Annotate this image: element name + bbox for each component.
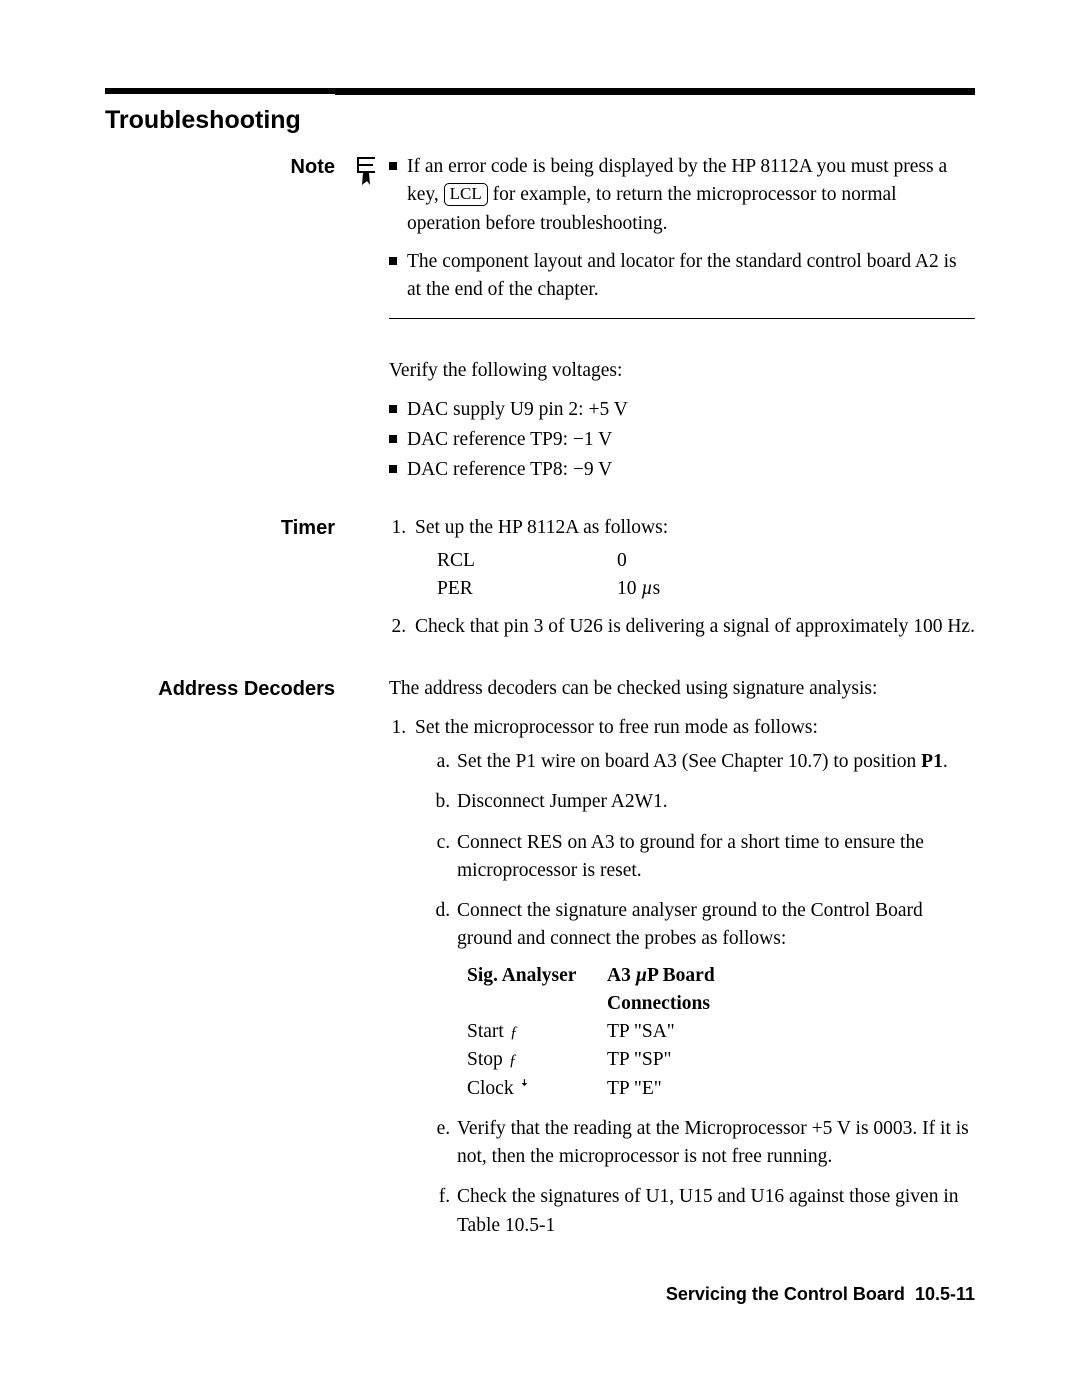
sig-head-row: Sig. Analyser A3 µP Board [467, 962, 975, 990]
verify-label [105, 357, 353, 486]
sub-a: Set the P1 wire on board A3 (See Chapter… [455, 748, 975, 776]
page-title: Troubleshooting [105, 106, 975, 135]
verify-intro: Verify the following voltages: [389, 357, 975, 385]
note-bullet-2: The component layout and locator for the… [389, 248, 975, 305]
timer-kv-table: RCL 0 PER 10 µs [437, 547, 975, 604]
decoders-label: Address Decoders [105, 675, 353, 1252]
timer-label: Timer [105, 514, 353, 651]
sub-d: Connect the signature analyser ground to… [455, 897, 975, 1103]
verify-item-3: DAC reference TP8: −9 V [389, 456, 975, 484]
decoders-section: Address Decoders The address decoders ca… [105, 675, 975, 1252]
verify-list: DAC supply U9 pin 2: +5 V DAC reference … [389, 396, 975, 485]
kv-k-1: RCL [437, 547, 617, 575]
timer-content: Set up the HP 8112A as follows: RCL 0 PE… [389, 514, 975, 651]
footer-text: Servicing the Control Board [666, 1284, 905, 1304]
top-rule [105, 88, 975, 94]
timer-section: Timer Set up the HP 8112A as follows: RC… [105, 514, 975, 651]
sig-head-1: Sig. Analyser [467, 962, 607, 990]
decoders-step1-text: Set the microprocessor to free run mode … [415, 717, 818, 738]
note-divider [389, 318, 975, 319]
sig-row-1: Startƒ TP "SA" [467, 1018, 975, 1046]
note-section: Note If an error code is being displayed… [105, 153, 975, 339]
verify-item-1: DAC supply U9 pin 2: +5 V [389, 396, 975, 424]
verify-content: Verify the following voltages: DAC suppl… [389, 357, 975, 486]
sub-b: Disconnect Jumper A2W1. [455, 788, 975, 816]
kv-v-2: 10 µs [617, 575, 660, 603]
timer-kv-row-2: PER 10 µs [437, 575, 975, 603]
timer-steps: Set up the HP 8112A as follows: RCL 0 PE… [389, 514, 975, 641]
note-label: Note [105, 153, 353, 339]
decoders-substeps: Set the P1 wire on board A3 (See Chapter… [415, 748, 975, 1240]
note-bullets: If an error code is being displayed by t… [389, 153, 975, 304]
kv-v-1: 0 [617, 547, 627, 575]
sub-c: Connect RES on A3 to ground for a short … [455, 829, 975, 886]
page-footer: Servicing the Control Board 10.5-11 [666, 1284, 975, 1305]
decoders-step-1: Set the microprocessor to free run mode … [411, 714, 975, 1240]
sig-head-row2: Connections [467, 990, 975, 1018]
sig-analyser-table: Sig. Analyser A3 µP Board Connections St… [467, 962, 975, 1103]
decoders-steps: Set the microprocessor to free run mode … [389, 714, 975, 1240]
note-icon-col [353, 153, 389, 339]
timer-step1-text: Set up the HP 8112A as follows: [415, 517, 668, 538]
timer-kv-row-1: RCL 0 [437, 547, 975, 575]
decoders-content: The address decoders can be checked usin… [389, 675, 975, 1252]
verify-item-2: DAC reference TP9: −1 V [389, 426, 975, 454]
lcl-key: LCL [444, 183, 488, 205]
sig-row-3: Clockꜜ TP "E" [467, 1075, 975, 1103]
sig-head-2b: Connections [607, 990, 710, 1018]
note-icon [353, 174, 379, 191]
page-content: Troubleshooting Note If an error code is… [105, 88, 975, 1256]
note-content: If an error code is being displayed by t… [389, 153, 975, 339]
timer-step-2: Check that pin 3 of U26 is delivering a … [411, 613, 975, 641]
verify-section: Verify the following voltages: DAC suppl… [105, 357, 975, 486]
footer-page: 10.5-11 [915, 1284, 975, 1304]
note-bullet-1: If an error code is being displayed by t… [389, 153, 975, 238]
timer-step-1: Set up the HP 8112A as follows: RCL 0 PE… [411, 514, 975, 603]
sub-e: Verify that the reading at the Microproc… [455, 1115, 975, 1172]
decoders-intro: The address decoders can be checked usin… [389, 675, 975, 703]
sig-head-2: A3 µP Board [607, 962, 715, 990]
sig-row-2: Stopƒ TP "SP" [467, 1046, 975, 1074]
kv-k-2: PER [437, 575, 617, 603]
sub-f: Check the signatures of U1, U15 and U16 … [455, 1183, 975, 1240]
